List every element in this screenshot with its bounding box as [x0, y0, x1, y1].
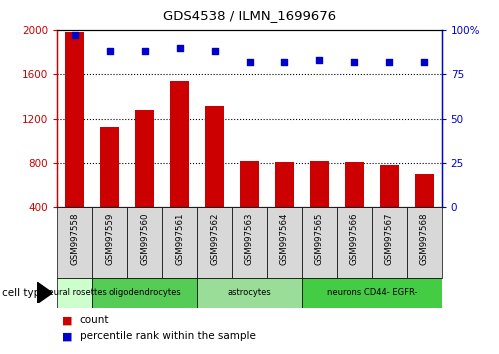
Bar [92, 207, 127, 278]
Point [315, 57, 323, 63]
Bar [197, 278, 302, 308]
Point [71, 33, 79, 38]
Bar [127, 207, 162, 278]
Bar [380, 165, 399, 251]
Bar [197, 207, 232, 278]
Bar [65, 32, 84, 251]
Point [211, 48, 219, 54]
Point [141, 48, 149, 54]
Bar [310, 161, 329, 251]
Text: GSM997563: GSM997563 [245, 213, 254, 265]
Bar [275, 162, 294, 251]
Bar [162, 207, 197, 278]
Text: GSM997561: GSM997561 [175, 213, 184, 265]
Bar [57, 278, 92, 308]
Bar [345, 162, 364, 251]
Bar [205, 107, 224, 251]
Bar [302, 207, 337, 278]
Bar [372, 207, 407, 278]
Text: count: count [80, 315, 109, 325]
Bar [92, 278, 197, 308]
Bar [302, 278, 442, 308]
Bar [337, 207, 372, 278]
Point [246, 59, 253, 65]
Text: GSM997560: GSM997560 [140, 213, 149, 265]
Text: GSM997566: GSM997566 [350, 213, 359, 265]
Text: percentile rank within the sample: percentile rank within the sample [80, 331, 255, 341]
Point [106, 48, 114, 54]
Text: oligodendrocytes: oligodendrocytes [108, 289, 181, 297]
Bar [232, 207, 267, 278]
Bar [267, 207, 302, 278]
Point [350, 59, 358, 65]
Text: cell type: cell type [2, 288, 47, 298]
Text: neural rosettes: neural rosettes [43, 289, 107, 297]
Bar [170, 81, 189, 251]
Bar [135, 110, 154, 251]
Text: GSM997558: GSM997558 [70, 213, 79, 265]
Point [176, 45, 184, 51]
Text: neurons CD44- EGFR-: neurons CD44- EGFR- [326, 289, 417, 297]
Bar [415, 174, 434, 251]
Text: GSM997564: GSM997564 [280, 213, 289, 265]
Text: ■: ■ [62, 315, 73, 325]
Text: GSM997559: GSM997559 [105, 213, 114, 265]
Point [420, 59, 428, 65]
Text: GSM997567: GSM997567 [385, 213, 394, 265]
Bar [57, 207, 92, 278]
Bar [100, 127, 119, 251]
Text: GSM997562: GSM997562 [210, 213, 219, 265]
Text: GSM997565: GSM997565 [315, 213, 324, 265]
Text: ■: ■ [62, 331, 73, 341]
Bar [407, 207, 442, 278]
Point [280, 59, 288, 65]
Point [385, 59, 393, 65]
Text: astrocytes: astrocytes [228, 289, 271, 297]
Polygon shape [37, 282, 52, 303]
Bar [240, 161, 259, 251]
Text: GDS4538 / ILMN_1699676: GDS4538 / ILMN_1699676 [163, 9, 336, 22]
Text: GSM997568: GSM997568 [420, 213, 429, 265]
